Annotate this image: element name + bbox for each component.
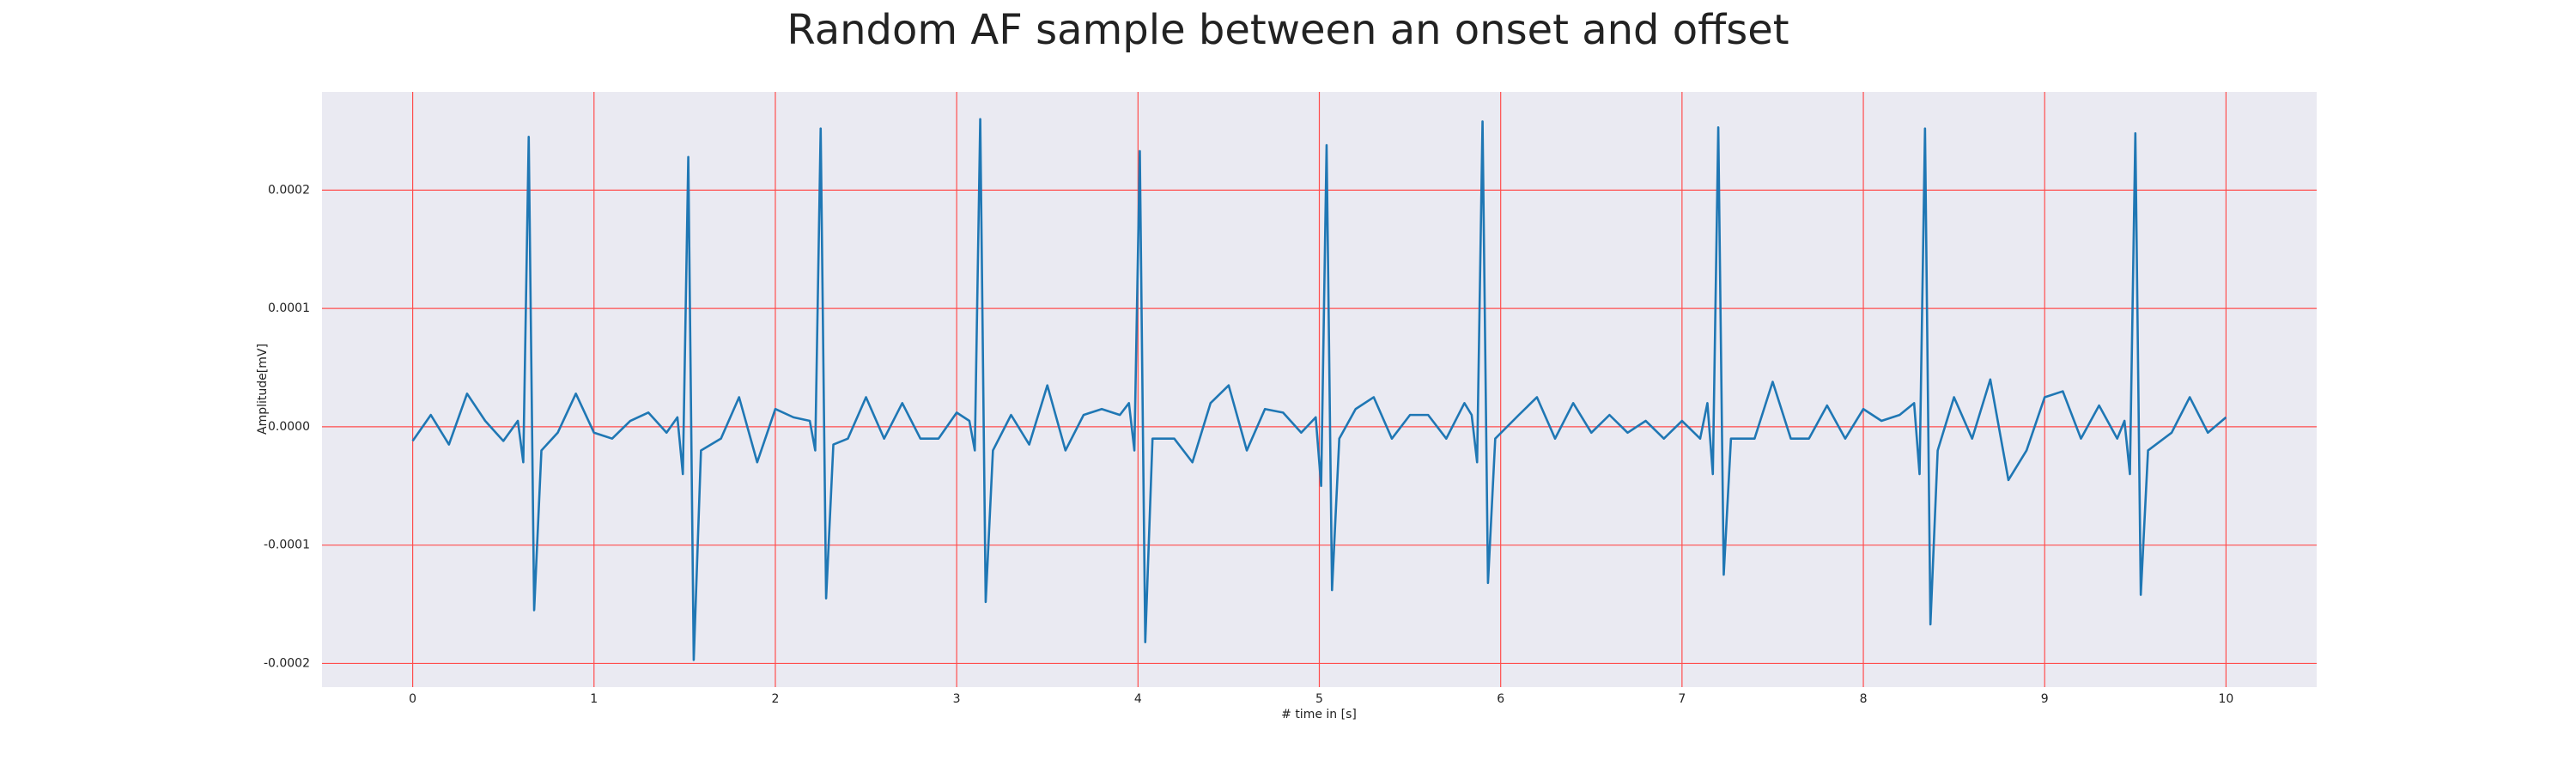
x-axis-label: # time in [s] bbox=[1281, 708, 1357, 721]
x-tick-label: 0 bbox=[409, 692, 416, 706]
x-tick-label: 7 bbox=[1678, 692, 1686, 706]
y-tick-label: 0.0000 bbox=[268, 420, 310, 434]
y-tick-label: 0.0002 bbox=[268, 183, 310, 197]
y-axis-label: Amplitude[mV] bbox=[256, 344, 270, 435]
chart-title: Random AF sample between an onset and of… bbox=[787, 6, 1789, 54]
x-tick-label: 3 bbox=[953, 692, 961, 706]
x-tick-label: 6 bbox=[1497, 692, 1504, 706]
y-tick-label: 0.0001 bbox=[268, 301, 310, 315]
y-tick-label: -0.0001 bbox=[264, 539, 310, 552]
x-tick-label: 8 bbox=[1860, 692, 1868, 706]
x-tick-label: 2 bbox=[771, 692, 779, 706]
x-tick-label: 10 bbox=[2218, 692, 2233, 706]
x-tick-label: 5 bbox=[1315, 692, 1323, 706]
series-line bbox=[411, 118, 2227, 661]
x-tick-label: 4 bbox=[1134, 692, 1142, 706]
y-tick-label: -0.0002 bbox=[264, 656, 310, 670]
x-tick-label: 1 bbox=[590, 692, 598, 706]
x-tick-label: 9 bbox=[2041, 692, 2049, 706]
